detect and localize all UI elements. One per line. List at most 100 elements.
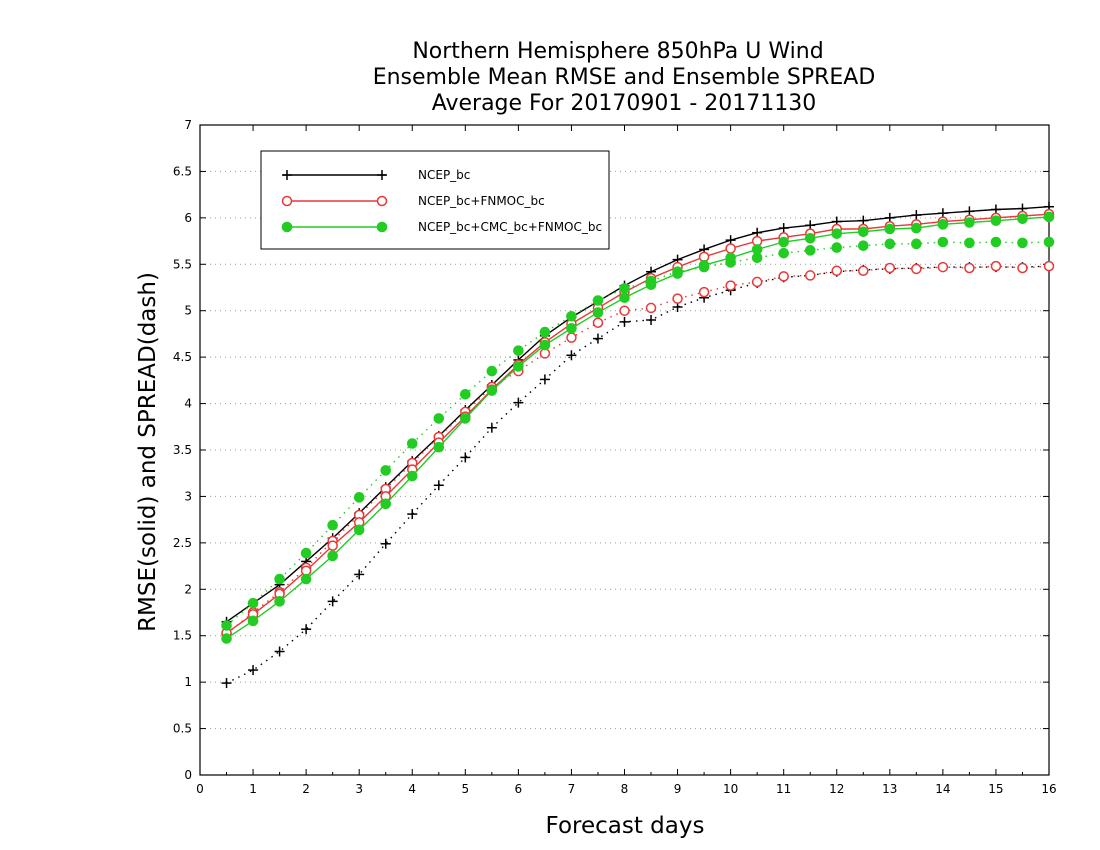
series-2-spread-point-11 (513, 345, 524, 356)
series-1-rmse-point-4 (327, 540, 338, 551)
series-1-spread-point-17 (672, 293, 683, 304)
series-2-spread-point-28 (964, 237, 975, 249)
series-1-spread-point-26 (911, 263, 922, 275)
series-0-spread-point-5 (354, 569, 365, 580)
series-1-spread-point-15 (619, 305, 630, 316)
series-2-rmse-point-17 (672, 268, 683, 279)
series-1-rmse-line (226, 213, 1050, 634)
series-2-spread-point-15 (619, 283, 630, 294)
series-2-rmse-point-27 (937, 219, 949, 230)
chart-title: Northern Hemisphere 850hPa U Wind Ensemb… (373, 39, 876, 116)
series-2-spread-point-5 (353, 492, 365, 503)
series-2-rmse-line (226, 216, 1050, 640)
series-2-spread-point-2 (274, 573, 285, 585)
series-2-spread-point-29 (990, 236, 1002, 248)
series-0-rmse-line (226, 206, 1050, 623)
series-2-rmse-point-14 (592, 307, 604, 318)
series-2-rmse-point-9 (460, 413, 471, 424)
x-tick-label-11: 11 (776, 782, 791, 796)
series-1-spread-point-20 (751, 276, 763, 288)
x-tick-label-16: 16 (1041, 782, 1056, 796)
series-1-spread-point-28 (964, 262, 975, 274)
series-2-rmse-point-3 (300, 573, 312, 585)
series-0-spread-point-13 (566, 350, 577, 361)
x-tick-label-5: 5 (461, 782, 469, 796)
series-0-spread-point-15 (619, 316, 630, 327)
series-1-spread-point-13 (566, 332, 577, 343)
series-0-spread-point-3 (301, 624, 312, 635)
series-1-spread-point-19 (725, 280, 736, 291)
series-0-rmse-point-21 (778, 223, 789, 234)
series-2-rmse-point-11 (513, 361, 524, 372)
series-0-spread-point-0 (221, 678, 232, 689)
y-tick-label-2: 1 (184, 675, 192, 689)
title-line-2: Ensemble Mean RMSE and Ensemble SPREAD (373, 65, 876, 90)
series-2-rmse-point-10 (486, 385, 498, 396)
series-1-spread-point-24 (858, 265, 869, 277)
x-tick-label-4: 4 (408, 782, 416, 796)
legend-label-0: NCEP_bc (418, 168, 470, 182)
series-2-spread-point-4 (327, 519, 338, 531)
legend: NCEP_bc NCEP_bc+FNMOC_bc NCEP_bc+CMC_bc+FN… (260, 150, 610, 250)
legend-label-2: NCEP_bc+CMC_bc+FNMOC_bc (418, 220, 602, 234)
series-2-rmse-point-4 (327, 550, 338, 562)
series-2-rmse-point-2 (274, 596, 285, 607)
legend-marker-right-2 (376, 221, 388, 233)
x-tick-label-13: 13 (882, 782, 897, 796)
series-2-spread-line (226, 241, 1050, 627)
y-tick-label-7: 3.5 (173, 443, 192, 457)
legend-marker-right-0 (377, 170, 387, 180)
y-tick-label-4: 2 (184, 582, 192, 596)
y-tick-label-6: 3 (184, 489, 192, 503)
legend-marker-right-1 (376, 195, 388, 207)
series-2-spread-point-22 (804, 245, 816, 256)
series-2-rmse-point-6 (380, 498, 392, 510)
series-2-rmse-point-16 (645, 279, 657, 291)
series-0-spread-point-8 (433, 480, 444, 491)
series-2-spread-point-26 (911, 238, 922, 250)
series-2-spread-point-10 (486, 365, 498, 377)
series-0-spread-point-9 (460, 452, 471, 463)
x-tick-label-8: 8 (621, 782, 629, 796)
series-2-rmse-point-23 (831, 228, 843, 239)
x-tick-label-3: 3 (355, 782, 363, 796)
x-tick-label-0: 0 (196, 782, 204, 796)
legend-marker-left-0 (282, 170, 292, 180)
series-0-spread-point-12 (539, 374, 550, 385)
series-2-spread-point-13 (566, 310, 577, 322)
series-1-spread-point-18 (698, 286, 710, 298)
series-2-rmse-point-20 (751, 244, 763, 255)
y-axis-label: RMSE(solid) and SPREAD(dash) (135, 272, 161, 632)
series-2-spread-point-21 (778, 247, 789, 259)
y-tick-label-0: 0 (184, 768, 192, 782)
series-1-spread-point-29 (990, 260, 1002, 272)
x-tick-label-14: 14 (935, 782, 950, 796)
series-layer (221, 201, 1055, 689)
series-0-spread-point-6 (380, 538, 391, 549)
series-0-spread-point-10 (486, 422, 497, 433)
x-tick-label-6: 6 (515, 782, 523, 796)
series-0-spread-line (226, 265, 1050, 684)
y-tick-label-8: 4 (184, 397, 192, 411)
series-2-rmse-point-0 (221, 633, 232, 644)
x-tick-label-1: 1 (249, 782, 257, 796)
series-0-spread-point-2 (274, 646, 285, 657)
series-1-spread-point-31 (1043, 260, 1055, 272)
title-line-1: Northern Hemisphere 850hPa U Wind (412, 39, 823, 64)
series-1-spread-point-23 (831, 265, 842, 277)
y-tick-label-5: 2.5 (173, 536, 192, 550)
series-2-rmse-point-15 (619, 292, 630, 304)
series-2-rmse-point-19 (725, 252, 736, 264)
series-2-spread-point-8 (433, 413, 445, 424)
series-2-rmse-point-12 (539, 339, 551, 351)
legend-box (260, 150, 610, 250)
legend-marker-left-1 (281, 195, 293, 207)
series-2-rmse-point-25 (884, 223, 896, 235)
y-tick-label-11: 5.5 (173, 257, 192, 271)
y-tick-label-9: 4.5 (173, 350, 192, 364)
axes: 0 1 2 3 4 5 6 7 8 9 10 11 12 13 14 15 1600.511.522.533.5… (173, 118, 1057, 796)
series-1-spread-point-21 (778, 271, 789, 282)
series-2-rmse-point-13 (566, 323, 577, 334)
x-tick-label-9: 9 (674, 782, 682, 796)
